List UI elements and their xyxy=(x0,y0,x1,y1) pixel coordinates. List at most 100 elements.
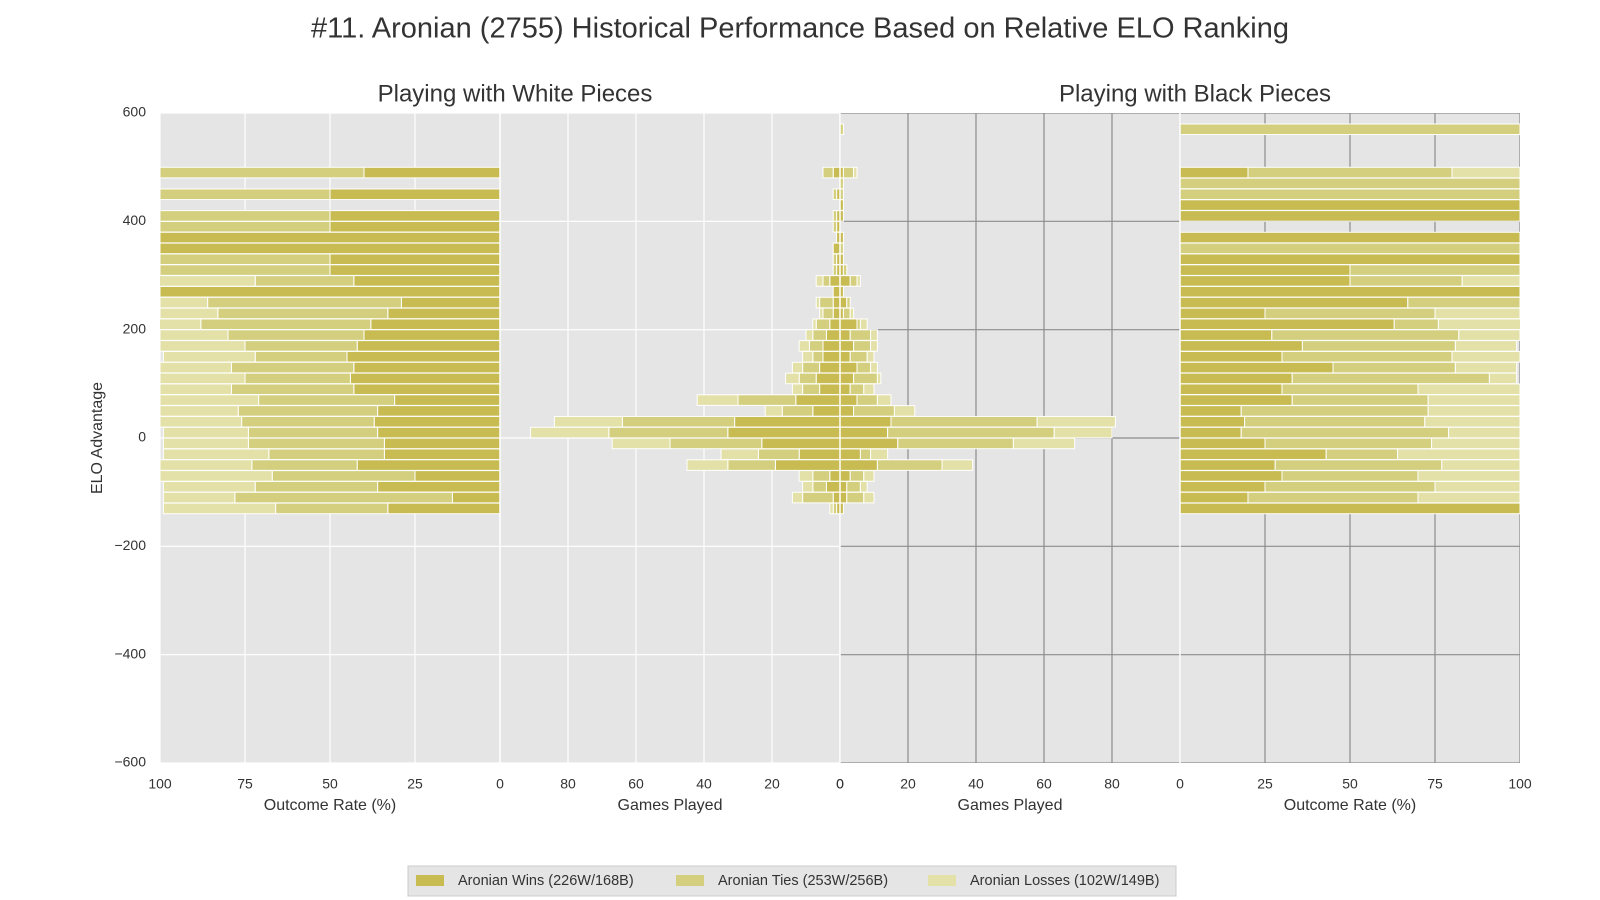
bar xyxy=(720,448,759,461)
x-tick-label: 50 xyxy=(322,776,338,792)
bar xyxy=(363,166,500,179)
bar xyxy=(840,415,892,428)
bar xyxy=(1180,459,1276,471)
bar xyxy=(842,166,855,179)
bar xyxy=(1180,318,1395,331)
bar xyxy=(870,329,878,341)
bar xyxy=(207,296,402,309)
bar xyxy=(757,448,800,461)
bar xyxy=(686,459,729,471)
x-tick-label: 25 xyxy=(407,776,423,792)
bar xyxy=(162,502,277,515)
bar xyxy=(727,426,840,439)
bar xyxy=(383,437,500,450)
bar xyxy=(832,220,838,233)
bar xyxy=(162,491,236,504)
bar xyxy=(840,394,858,406)
bar xyxy=(160,166,365,179)
x-tick-label: 60 xyxy=(628,776,644,792)
y-tick-label: 600 xyxy=(123,104,147,120)
bar xyxy=(840,372,855,385)
x-axis-label: Games Played xyxy=(618,797,723,814)
bar xyxy=(353,275,500,287)
legend-swatch xyxy=(928,875,956,886)
bar xyxy=(1053,426,1113,439)
bar xyxy=(856,318,861,331)
bar xyxy=(832,253,838,266)
bar xyxy=(621,415,736,428)
bar xyxy=(859,448,872,461)
y-tick-label: 400 xyxy=(123,212,147,228)
bar xyxy=(798,448,840,461)
bar xyxy=(1417,383,1520,396)
bar xyxy=(815,296,821,309)
bar xyxy=(822,307,834,320)
bar xyxy=(849,275,858,287)
bar xyxy=(1180,307,1266,320)
panel-title: Playing with Black Pieces xyxy=(1059,80,1331,107)
bar xyxy=(840,123,844,136)
bar xyxy=(802,480,814,493)
bar xyxy=(530,426,610,439)
bar xyxy=(802,383,821,396)
bar xyxy=(1427,405,1520,417)
bar xyxy=(829,318,840,331)
bar xyxy=(1301,340,1456,352)
bar xyxy=(1281,383,1419,396)
bar xyxy=(1180,123,1520,136)
bar xyxy=(160,394,260,406)
bar xyxy=(162,448,270,461)
bar xyxy=(1264,437,1433,450)
bar xyxy=(734,415,840,428)
bar xyxy=(1012,437,1076,450)
bar xyxy=(244,340,358,352)
bar xyxy=(849,383,865,396)
bar xyxy=(1180,177,1520,190)
bar xyxy=(553,415,623,428)
bar xyxy=(829,470,840,482)
bar xyxy=(383,448,500,461)
bar xyxy=(822,350,840,363)
bar xyxy=(856,361,872,374)
bar xyxy=(370,318,500,331)
panel xyxy=(500,113,840,763)
bar xyxy=(160,220,331,233)
bar xyxy=(819,361,840,374)
bar xyxy=(832,264,838,276)
y-tick-label: 0 xyxy=(138,429,146,445)
x-tick-label: 100 xyxy=(1508,776,1532,792)
bar xyxy=(870,448,889,461)
bar xyxy=(160,253,331,266)
bar xyxy=(840,480,848,493)
bar xyxy=(1264,480,1436,493)
bar xyxy=(1407,296,1520,309)
bar xyxy=(254,480,379,493)
bar xyxy=(819,296,834,309)
bar xyxy=(859,318,868,331)
bar xyxy=(1451,350,1520,363)
bar xyxy=(160,383,232,396)
bar xyxy=(853,372,878,385)
bar xyxy=(1180,480,1266,493)
bar xyxy=(840,275,851,287)
bar xyxy=(1180,188,1520,201)
panel-title: Playing with White Pieces xyxy=(378,80,653,107)
x-tick-label: 0 xyxy=(836,776,844,792)
bar xyxy=(329,210,500,222)
bar xyxy=(1180,415,1246,428)
bar xyxy=(1180,199,1520,211)
legend-label: Aronian Wins (226W/168B) xyxy=(458,873,634,889)
bar xyxy=(897,437,1014,450)
bar xyxy=(387,307,500,320)
x-tick-label: 80 xyxy=(560,776,576,792)
legend-label: Aronian Losses (102W/149B) xyxy=(970,873,1159,889)
bar xyxy=(1240,405,1429,417)
bar xyxy=(822,166,834,179)
bar xyxy=(840,405,855,417)
bar xyxy=(1180,448,1327,461)
bar xyxy=(1180,275,1351,287)
bar xyxy=(876,459,943,471)
bar xyxy=(840,296,848,309)
bar xyxy=(840,340,855,352)
bar xyxy=(1451,166,1520,179)
